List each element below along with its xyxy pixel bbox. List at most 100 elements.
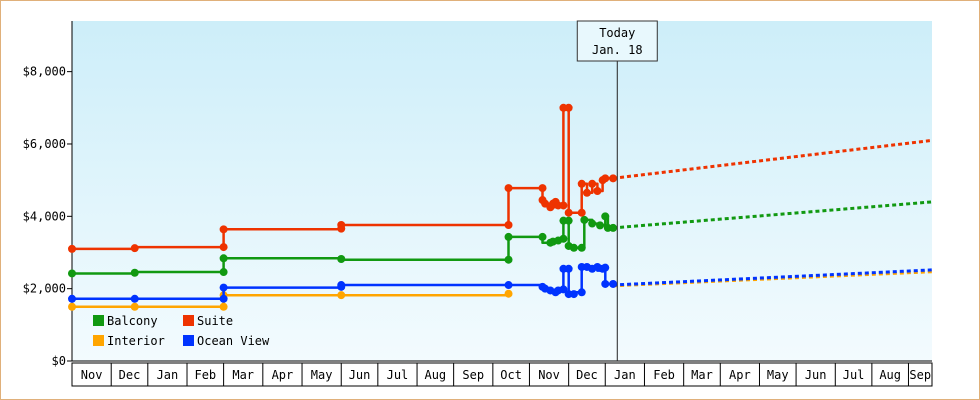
legend-label-ocean-view: Ocean View <box>197 334 270 348</box>
legend-swatch-balcony <box>93 315 104 326</box>
data-point-suite <box>219 225 228 234</box>
data-point-ocean-view <box>68 294 76 303</box>
x-tick-label: Jun <box>805 368 827 382</box>
data-point-ocean-view <box>601 263 610 272</box>
series-forecast-ocean-view <box>613 268 933 287</box>
data-point-balcony <box>564 216 573 225</box>
data-point-balcony <box>577 243 586 252</box>
month-axis-band <box>71 362 933 387</box>
today-callout-box <box>576 20 658 62</box>
data-point-suite <box>504 221 513 229</box>
x-tick-label: Feb <box>653 368 675 382</box>
data-point-suite <box>582 188 591 197</box>
data-point-balcony <box>580 215 589 224</box>
data-point-ocean-view <box>569 290 578 299</box>
data-point-suite <box>219 243 228 252</box>
data-point-suite <box>504 184 513 193</box>
data-point-balcony <box>130 268 139 277</box>
x-tick-label: Dec <box>119 368 141 382</box>
data-point-suite <box>564 103 573 112</box>
x-tick-label: Nov <box>538 368 560 382</box>
series-forecast-suite <box>612 138 933 180</box>
x-tick-label: Jan <box>614 368 636 382</box>
x-tick-label: Dec <box>576 368 598 382</box>
x-tick-label: Aug <box>879 368 901 382</box>
x-tick-label: Jun <box>349 368 371 382</box>
x-tick-label: Jan <box>157 368 179 382</box>
data-point-ocean-view <box>564 264 573 273</box>
data-point-balcony <box>596 221 605 230</box>
data-point-suite <box>609 174 618 183</box>
data-point-ocean-view <box>601 279 610 288</box>
x-tick-label: Oct <box>500 368 522 382</box>
data-point-ocean-view <box>219 294 228 303</box>
data-point-balcony <box>601 212 610 221</box>
x-tick-label: May <box>767 368 789 382</box>
data-point-ocean-view <box>609 279 618 288</box>
x-tick-label: May <box>311 368 333 382</box>
today-callout-date: Jan. 18 <box>592 43 643 57</box>
data-point-balcony <box>569 243 578 252</box>
x-tick-label: Sep <box>909 368 931 382</box>
data-point-ocean-view <box>577 288 586 297</box>
today-callout-label: Today <box>599 26 635 40</box>
x-tick-label: Mar <box>232 368 254 382</box>
legend-swatch-suite <box>183 315 194 326</box>
plot-background <box>72 21 932 361</box>
data-point-suite <box>577 179 586 188</box>
data-point-ocean-view <box>219 283 228 292</box>
y-tick-label: $6,000 <box>23 137 66 151</box>
data-point-suite <box>593 187 602 195</box>
x-tick-label: Apr <box>729 368 751 382</box>
data-point-balcony <box>504 232 513 241</box>
legend-label-suite: Suite <box>197 314 233 328</box>
data-point-interior <box>337 291 346 300</box>
data-point-suite <box>588 179 597 188</box>
data-point-interior <box>504 289 513 298</box>
legend-swatch-interior <box>93 335 104 346</box>
data-point-balcony <box>68 269 76 278</box>
data-point-ocean-view <box>559 285 568 294</box>
data-point-balcony <box>538 232 547 241</box>
data-point-suite <box>564 208 573 217</box>
data-point-suite <box>68 244 76 253</box>
data-point-suite <box>601 174 610 183</box>
y-tick-label: $4,000 <box>23 209 66 223</box>
data-point-suite <box>577 208 586 217</box>
legend-label-balcony: Balcony <box>107 314 158 328</box>
y-tick-label: $0 <box>52 354 66 368</box>
data-point-balcony <box>219 268 228 277</box>
legend-swatch-ocean-view <box>183 335 194 346</box>
data-point-ocean-view <box>337 281 346 290</box>
x-tick-label: Mar <box>691 368 713 382</box>
data-point-balcony <box>337 255 346 263</box>
data-point-ocean-view <box>130 294 139 303</box>
data-point-suite <box>559 201 568 210</box>
x-tick-label: Feb <box>194 368 216 382</box>
data-point-suite <box>538 184 547 193</box>
x-tick-label: Nov <box>81 368 103 382</box>
x-tick-label: Jul <box>387 368 409 382</box>
series-forecast-balcony <box>612 200 933 230</box>
data-point-interior <box>68 302 76 311</box>
data-point-interior <box>219 302 228 311</box>
data-point-balcony <box>219 254 228 263</box>
data-point-ocean-view <box>504 281 513 290</box>
x-tick-label: Jul <box>843 368 865 382</box>
y-tick-label: $8,000 <box>23 65 66 79</box>
x-tick-label: Sep <box>462 368 484 382</box>
data-point-balcony <box>609 223 618 232</box>
legend-label-interior: Interior <box>107 334 165 348</box>
data-point-balcony <box>504 255 513 264</box>
data-point-suite <box>337 221 346 229</box>
data-point-balcony <box>588 219 597 228</box>
y-tick-label: $2,000 <box>23 282 66 296</box>
data-point-suite <box>130 244 139 253</box>
x-tick-label: Apr <box>272 368 294 382</box>
series-forecast-interior <box>613 270 933 288</box>
x-tick-label: Aug <box>424 368 446 382</box>
data-point-balcony <box>559 234 568 243</box>
data-point-interior <box>130 302 139 311</box>
